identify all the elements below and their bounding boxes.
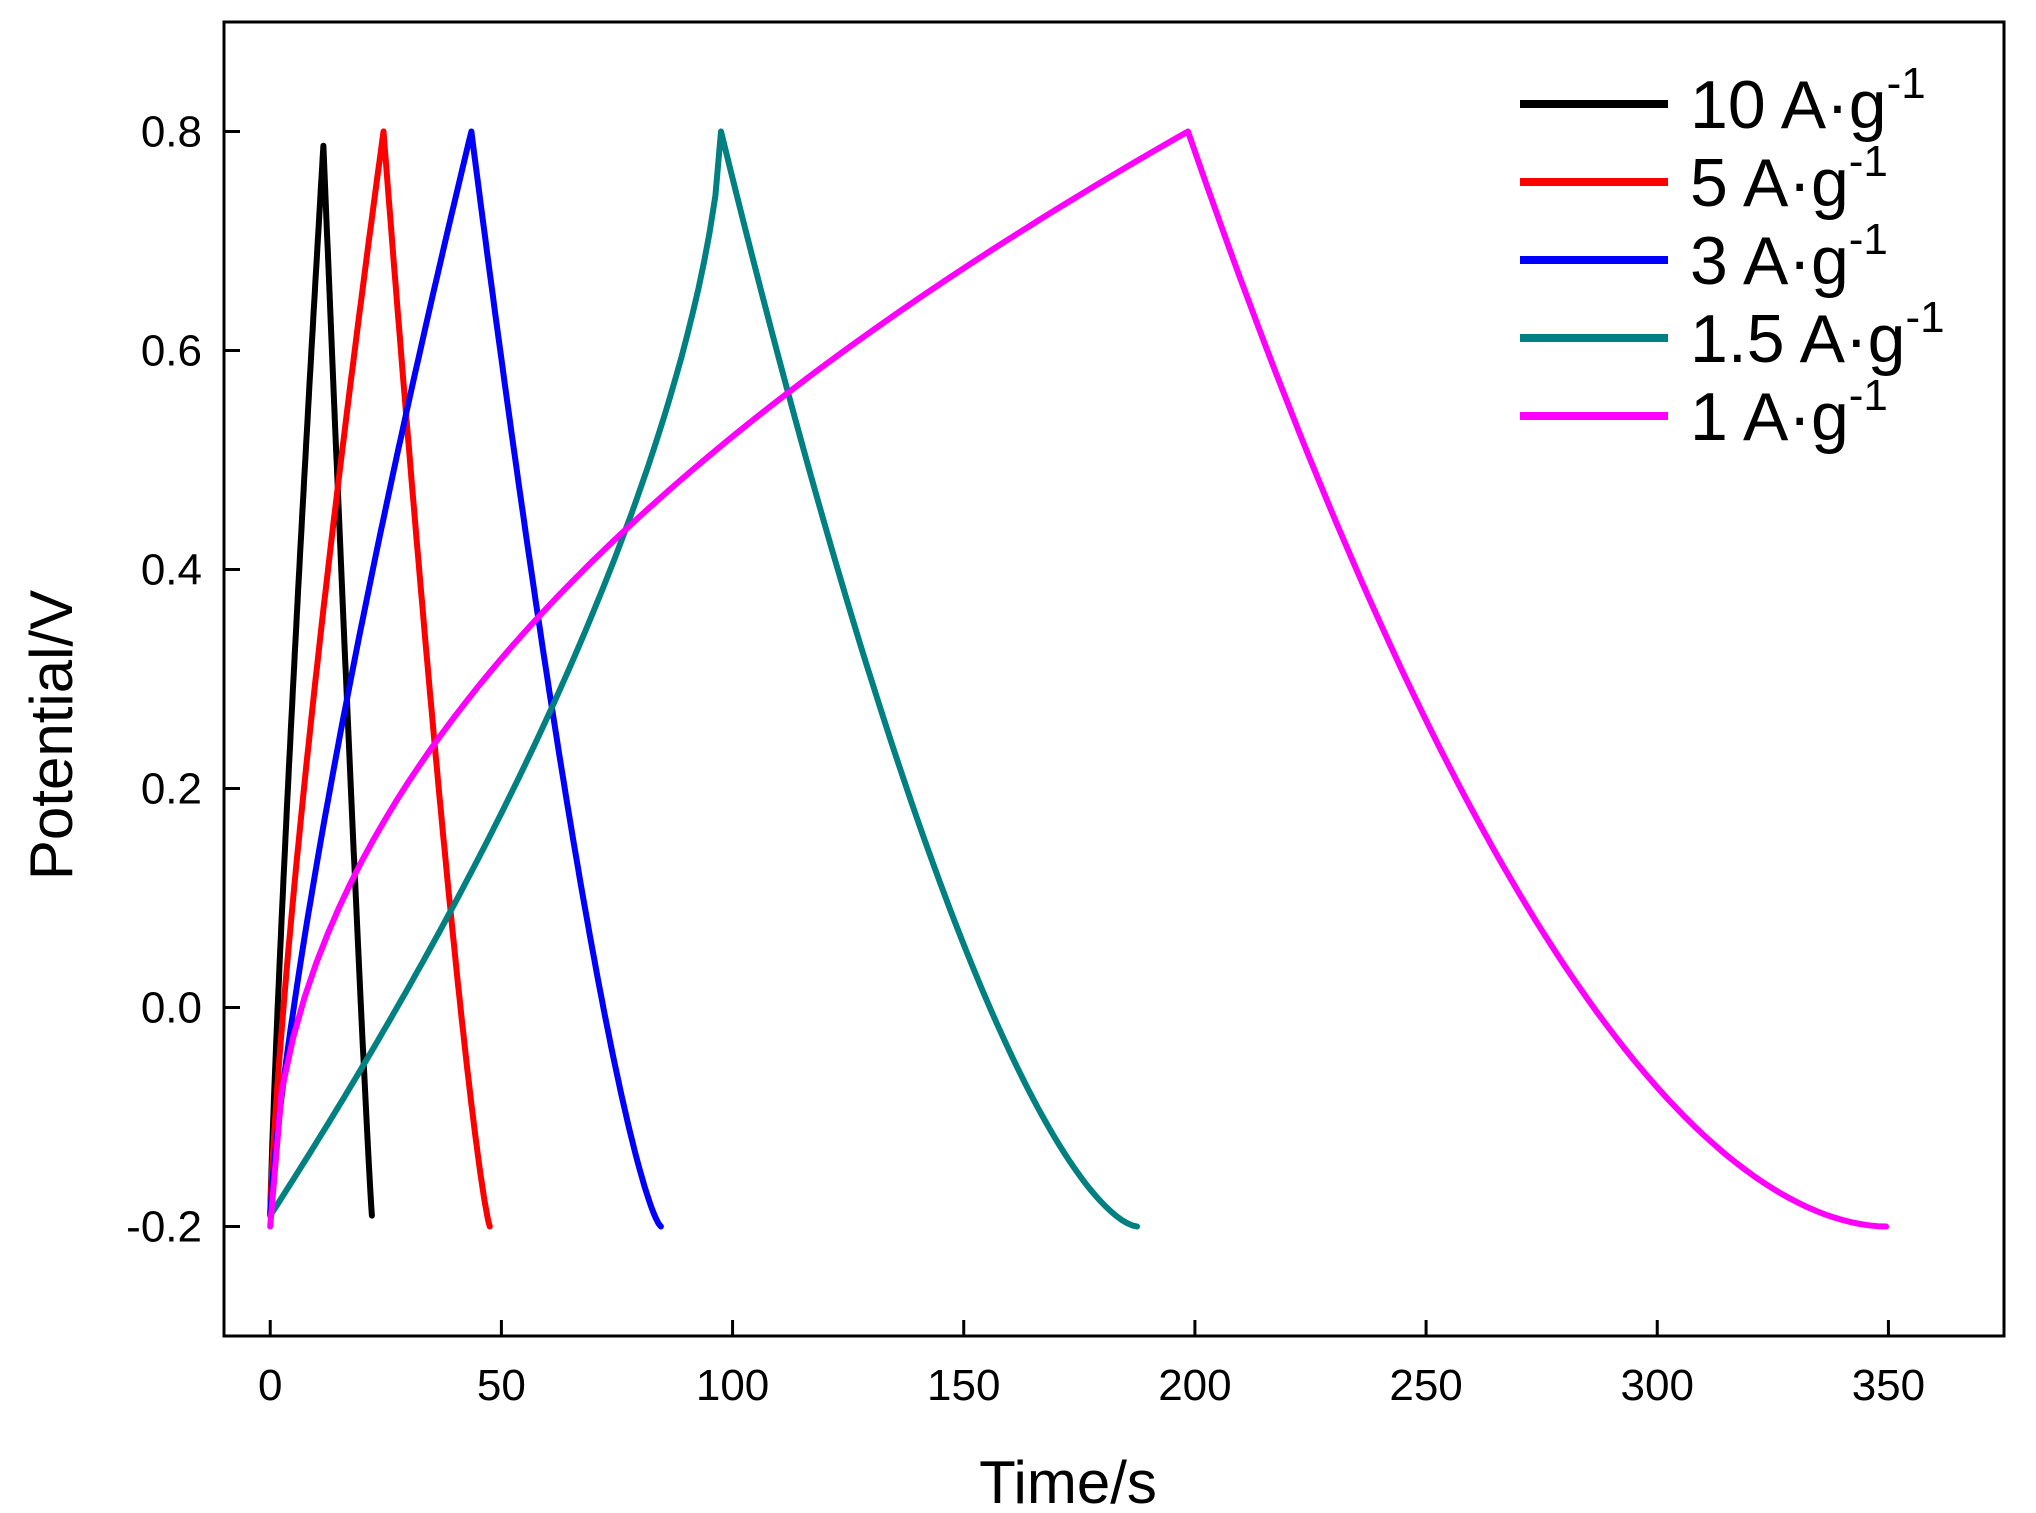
x-tick-label: 150 [927, 1361, 1000, 1410]
x-tick-label: 100 [696, 1361, 769, 1410]
x-tick-label: 200 [1158, 1361, 1231, 1410]
x-tick-label: 250 [1389, 1361, 1462, 1410]
x-tick-label: 350 [1852, 1361, 1925, 1410]
series-line [267, 128, 664, 1230]
series-lines [267, 128, 1890, 1230]
series-line [267, 128, 1141, 1230]
y-tick-label: 0.2 [141, 765, 202, 814]
legend-label: 1.5 A·g-1 [1690, 293, 1945, 377]
legend-label: 10 A·g-1 [1690, 59, 1926, 143]
legend-label: 3 A·g-1 [1690, 215, 1888, 299]
x-tick-label: 0 [258, 1361, 282, 1410]
legend: 10 A·g-15 A·g-13 A·g-11.5 A·g-11 A·g-1 [1520, 59, 1945, 455]
y-tick-label: 0.0 [141, 984, 202, 1033]
y-axis-ticks: -0.2 0.0 0.2 0.4 0.6 0.8 [126, 108, 240, 1252]
series-line [267, 128, 493, 1230]
series-line [267, 128, 1890, 1230]
x-axis-title: Time/s [979, 1449, 1157, 1513]
plot-frame [222, 20, 2006, 1338]
x-tick-label: 50 [477, 1361, 526, 1410]
series-line [267, 142, 375, 1219]
y-tick-label: 0.4 [141, 546, 202, 595]
x-axis-ticks: 0 50 100 150 200 250 300 350 [258, 1320, 1925, 1410]
legend-label: 1 A·g-1 [1690, 371, 1888, 455]
y-tick-label: 0.8 [141, 108, 202, 157]
legend-label: 5 A·g-1 [1690, 137, 1888, 221]
y-tick-label: 0.6 [141, 327, 202, 376]
x-tick-label: 300 [1621, 1361, 1694, 1410]
y-tick-label: -0.2 [126, 1203, 202, 1252]
y-axis-title: Potential/V [18, 590, 85, 880]
